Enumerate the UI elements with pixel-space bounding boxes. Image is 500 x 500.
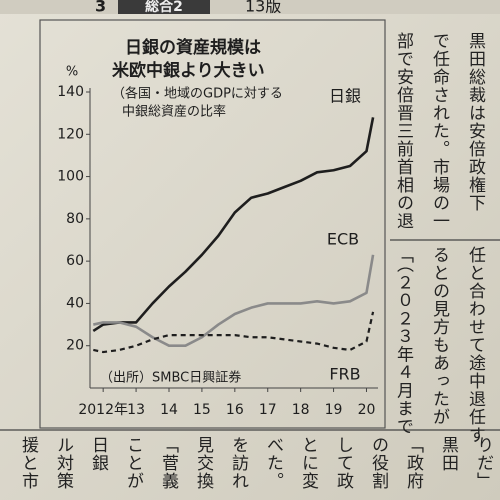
y-tick-label: 140 bbox=[57, 84, 84, 100]
y-tick-label: 80 bbox=[66, 211, 84, 227]
x-tick-label: 13 bbox=[127, 402, 145, 418]
article-column: 「（２０２３年４月まで bbox=[393, 246, 413, 436]
article-column: の役割 bbox=[368, 436, 388, 490]
article-column: 任と合わせて途中退任す bbox=[465, 246, 485, 444]
x-tick-label: 19 bbox=[325, 402, 343, 418]
y-tick-label: 60 bbox=[66, 253, 84, 269]
x-tick-label: 14 bbox=[160, 402, 178, 418]
article-column: を訪れ bbox=[228, 436, 248, 490]
x-tick-label: 18 bbox=[292, 402, 310, 418]
source-note: （出所）SMBC日興証券 bbox=[100, 370, 241, 386]
series-label: FRB bbox=[329, 365, 360, 384]
section-box bbox=[118, 0, 210, 14]
chart-title: 米欧中銀より大きい bbox=[112, 60, 265, 81]
x-tick-label: 2012年 bbox=[78, 402, 128, 418]
article-column: ル対策 bbox=[53, 436, 73, 490]
article-column: 部で安倍晋三前首相の退 bbox=[393, 32, 413, 230]
series-label: ECB bbox=[327, 230, 359, 249]
article-column: りだ」 bbox=[473, 436, 493, 490]
article-column: 日銀 bbox=[88, 436, 108, 472]
chart-subtitle: 中銀総資産の比率 bbox=[122, 104, 226, 120]
article-column: とに変 bbox=[298, 436, 318, 490]
article-column: 見交換 bbox=[193, 436, 213, 490]
y-tick-label: 100 bbox=[57, 169, 84, 185]
y-tick-label: 20 bbox=[66, 338, 84, 354]
y-tick-label: 120 bbox=[57, 126, 84, 142]
x-tick-label: 20 bbox=[358, 402, 376, 418]
x-tick-label: 17 bbox=[259, 402, 277, 418]
article-column: 「菅義 bbox=[158, 436, 178, 490]
chart-subtitle: （各国・地域のGDPに対する bbox=[112, 86, 283, 102]
series-label: 日銀 bbox=[329, 87, 361, 106]
chart-title: 日銀の資産規模は bbox=[125, 37, 261, 58]
article-column: 黒田 bbox=[438, 436, 458, 472]
article-column: べた。 bbox=[263, 436, 283, 490]
x-tick-label: 16 bbox=[226, 402, 244, 418]
article-column: るとの見方もあったが bbox=[429, 246, 449, 426]
chart-frame bbox=[39, 19, 386, 429]
article-column: ことが bbox=[123, 436, 143, 490]
series-line bbox=[93, 311, 375, 354]
article-column: で任命された。市場の一 bbox=[429, 32, 449, 230]
section-label: 総合2 bbox=[145, 0, 183, 15]
y-unit: % bbox=[66, 65, 78, 80]
series-line bbox=[92, 117, 375, 333]
x-tick-label: 15 bbox=[193, 402, 211, 418]
article-column: して政 bbox=[333, 436, 353, 490]
edition: 13版 bbox=[245, 0, 281, 16]
series-line bbox=[93, 254, 375, 348]
article-column: 黒田総裁は安倍政権下 bbox=[465, 32, 485, 212]
page-number: 3 bbox=[95, 0, 106, 16]
y-tick-label: 40 bbox=[66, 295, 84, 311]
article-column: 「政府 bbox=[403, 436, 423, 490]
article-column: 援と市 bbox=[18, 436, 38, 490]
